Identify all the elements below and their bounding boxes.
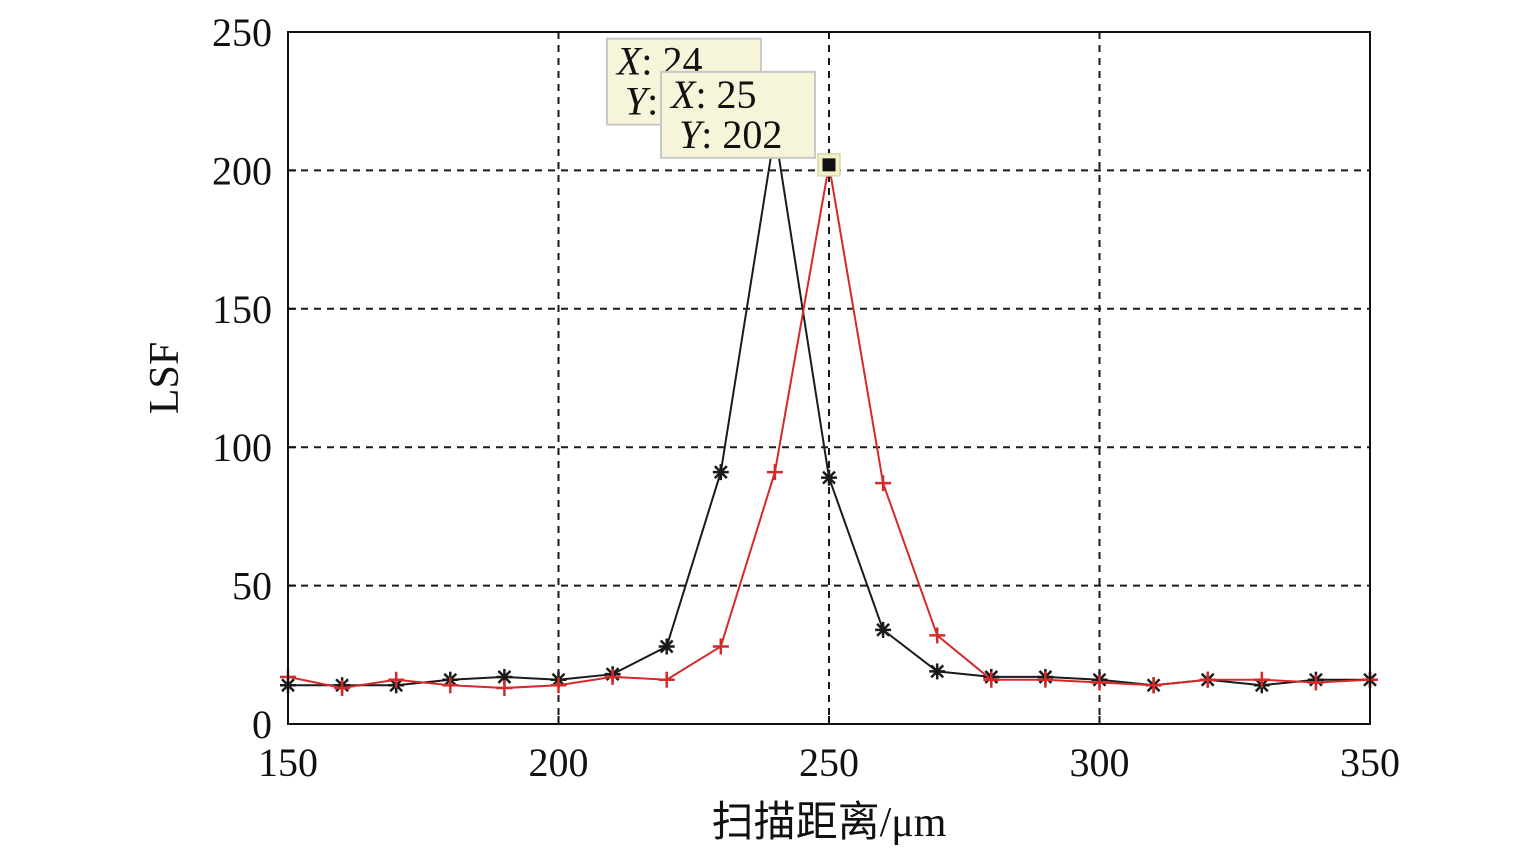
data-point	[1307, 674, 1324, 691]
datatip-marker	[822, 158, 836, 172]
y-tick-label: 150	[212, 287, 272, 332]
data-point	[766, 464, 783, 481]
data-point	[983, 671, 1000, 688]
data-point	[658, 638, 675, 655]
datatip-layer: X: 24Y: 214X: 25Y: 202	[605, 37, 841, 177]
data-point	[1091, 674, 1108, 691]
grid-lines	[288, 32, 1370, 724]
x-tick-label: 200	[529, 740, 589, 785]
y-tick-label: 100	[212, 425, 272, 470]
x-axis: 150 200 250 300 350	[258, 716, 1400, 785]
data-point	[442, 677, 459, 694]
data-point	[875, 621, 892, 638]
y-tick-label: 50	[232, 564, 272, 609]
datatip-line-x: X: 25	[669, 72, 757, 117]
y-tick-label: 250	[212, 10, 272, 55]
data-point	[604, 668, 621, 685]
data-point	[658, 671, 675, 688]
data-point	[1145, 677, 1162, 694]
data-point	[1253, 671, 1270, 688]
data-point	[712, 638, 729, 655]
data-point	[388, 671, 405, 688]
y-tick-label: 0	[252, 702, 272, 747]
datatip-2: X: 25Y: 202	[660, 70, 841, 177]
data-point	[712, 464, 729, 481]
data-point	[1199, 671, 1216, 688]
data-point	[496, 680, 513, 697]
data-point	[929, 663, 946, 680]
data-point	[821, 469, 837, 486]
y-tick-label: 200	[212, 148, 272, 193]
y-axis-title: LSF	[142, 342, 188, 414]
x-tick-label: 150	[258, 740, 318, 785]
x-tick-label: 250	[799, 740, 859, 785]
data-point	[875, 475, 892, 492]
datatip-line-y: Y: 202	[679, 112, 782, 157]
data-point	[550, 677, 567, 694]
x-tick-label: 300	[1070, 740, 1130, 785]
data-point	[929, 627, 946, 644]
datatip-box	[660, 70, 816, 159]
data-point	[334, 680, 351, 697]
y-axis: 0 50 100 150 200 250	[212, 10, 296, 747]
x-axis-title: 扫描距离/μm	[712, 799, 947, 846]
x-tick-label: 350	[1340, 740, 1400, 785]
data-point	[1037, 671, 1054, 688]
